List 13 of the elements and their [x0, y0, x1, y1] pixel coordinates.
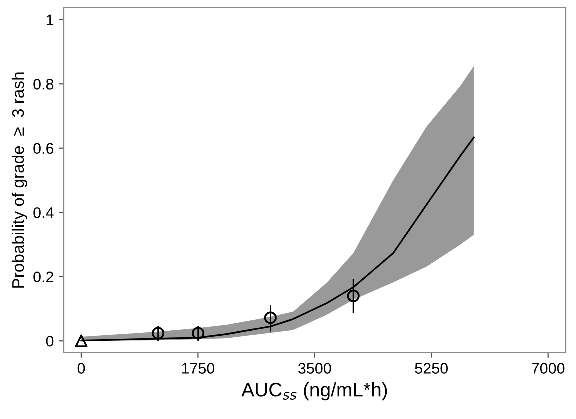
- x-axis-title: AUC$_{ss}$ (ng/mL*h): [242, 382, 388, 401]
- y-tick-label: 0.6: [34, 143, 54, 154]
- x-tick-label: 0: [78, 363, 86, 374]
- y-tick-label: 0.4: [34, 207, 54, 218]
- x-tick-label: 7000: [532, 363, 565, 374]
- y-tick-label: 0.8: [34, 79, 54, 90]
- x-tick-label: 3500: [298, 363, 332, 374]
- y-tick-label: 0.2: [34, 272, 54, 283]
- y-axis-title: Probability of grade ≥ 3 rash: [12, 72, 28, 288]
- y-tick-label: 1: [46, 14, 54, 26]
- x-tick-label: 1750: [182, 363, 215, 374]
- y-tick-label: 0: [46, 336, 54, 347]
- x-tick-label: 5250: [415, 363, 448, 374]
